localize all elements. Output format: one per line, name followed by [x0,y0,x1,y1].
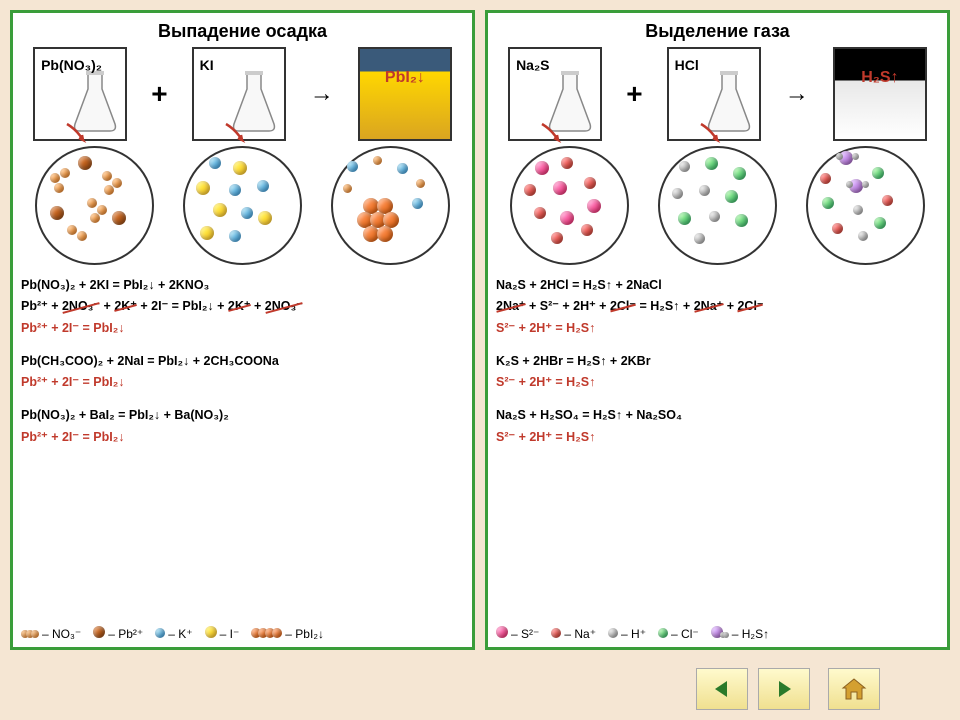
next-button[interactable] [758,668,810,710]
formula-label: HCl [675,57,699,73]
home-button[interactable] [828,668,880,710]
equation-ionic: Pb²⁺ + 2I⁻ = PbI₂↓ [21,427,464,448]
home-icon [841,676,867,702]
product-label: H₂S↑ [861,69,898,87]
arrow-icon [224,122,249,147]
equation-full: Pb(NO₃)₂ + 2KI = PbI₂↓ + 2KNO₃ [21,275,464,296]
formula-label: Pb(NO₃)₂ [41,57,102,73]
equation-long: Pb²⁺ + 2NO₃⁻ + 2K⁺ + 2I⁻ = PbI₂↓ + 2K⁺ +… [21,296,464,317]
arrow-icon [65,122,90,147]
equation-ionic: S²⁻ + 2H⁺ = H₂S↑ [496,427,939,448]
formula-label: KI [200,57,214,73]
equation-ionic: Pb²⁺ + 2I⁻ = PbI₂↓ [21,318,464,339]
equation-full: Pb(CH₃COO)₂ + 2NaI = PbI₂↓ + 2CH₃COONa [21,351,464,372]
gas-panel: Выделение газа Na₂S + HCl → H₂S↑ Na₂S + … [485,10,950,650]
arrow-icon: → [310,80,334,108]
next-icon [773,678,795,700]
arrow-icon: → [785,80,809,108]
molecule-view-2 [658,146,777,265]
product-label: PbI₂↓ [385,69,425,87]
molecule-view-3 [806,146,925,265]
prev-button[interactable] [696,668,748,710]
plus-icon: + [626,78,642,110]
molecule-view-1 [510,146,629,265]
molecules-row [496,146,939,265]
molecule-view-1 [35,146,154,265]
main-container: Выпадение осадка Pb(NO₃)₂ + KI → PbI₂↓ P… [0,0,960,660]
molecule-view-2 [183,146,302,265]
equation-ionic: S²⁻ + 2H⁺ = H₂S↑ [496,372,939,393]
equations-block: Na₂S + 2HCl = H₂S↑ + 2NaCl 2Na⁺ + S²⁻ + … [496,275,939,448]
formula-label: Na₂S [516,57,549,73]
product-flask: PbI₂↓ [358,47,452,141]
product-flask: H₂S↑ [833,47,927,141]
flask-row: Na₂S + HCl → H₂S↑ [496,47,939,141]
panel-title: Выпадение осадка [21,21,464,42]
reactant-flask-1: Na₂S [508,47,602,141]
equation-full: Pb(NO₃)₂ + BaI₂ = PbI₂↓ + Ba(NO₃)₂ [21,405,464,426]
reactant-flask-2: HCl [667,47,761,141]
legend: – S²⁻– Na⁺– H⁺– Cl⁻– H₂S↑ [496,626,939,641]
arrow-icon [699,122,724,147]
equation-ionic: S²⁻ + 2H⁺ = H₂S↑ [496,318,939,339]
nav-buttons [696,668,810,710]
reactant-flask-1: Pb(NO₃)₂ [33,47,127,141]
equation-long: 2Na⁺ + S²⁻ + 2H⁺ + 2Cl⁻ = H₂S↑ + 2Na⁺ + … [496,296,939,317]
equations-block: Pb(NO₃)₂ + 2KI = PbI₂↓ + 2KNO₃ Pb²⁺ + 2N… [21,275,464,448]
panel-title: Выделение газа [496,21,939,42]
equation-full: Na₂S + H₂SO₄ = H₂S↑ + Na₂SO₄ [496,405,939,426]
equation-ionic: Pb²⁺ + 2I⁻ = PbI₂↓ [21,372,464,393]
flask-row: Pb(NO₃)₂ + KI → PbI₂↓ [21,47,464,141]
equation-full: Na₂S + 2HCl = H₂S↑ + 2NaCl [496,275,939,296]
arrow-icon [540,122,565,147]
reactant-flask-2: KI [192,47,286,141]
molecules-row [21,146,464,265]
equation-full: K₂S + 2HBr = H₂S↑ + 2KBr [496,351,939,372]
molecule-view-3 [331,146,450,265]
legend: – NO₃⁻– Pb²⁺– K⁺– I⁻– PbI₂↓ [21,626,464,641]
precipitation-panel: Выпадение осадка Pb(NO₃)₂ + KI → PbI₂↓ P… [10,10,475,650]
prev-icon [711,678,733,700]
plus-icon: + [151,78,167,110]
